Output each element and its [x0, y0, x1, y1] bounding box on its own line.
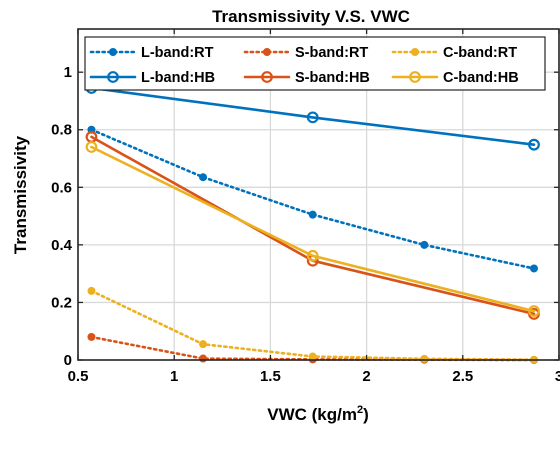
- x-tick-label: 3: [555, 368, 560, 385]
- legend: L-band:RT S-band:RT C-band:RT L-band:HB S-ba…: [84, 36, 546, 91]
- legend-marker: [409, 71, 421, 83]
- data-point: [420, 354, 429, 363]
- x-tick-label: 0.5: [68, 368, 89, 385]
- legend-marker: [261, 71, 273, 83]
- plot-area-frame: [77, 28, 560, 361]
- y-tick-label: 0.2: [51, 294, 72, 311]
- x-tick-label: 1.5: [260, 368, 281, 385]
- series-line: [90, 86, 536, 146]
- y-tick-label: 0.4: [51, 237, 73, 254]
- data-point: [199, 340, 208, 349]
- series-line: [90, 145, 536, 313]
- y-tick-label: 0: [64, 352, 72, 369]
- data-point: [308, 210, 317, 219]
- legend-label: C-band:HB: [443, 70, 519, 86]
- x-axis-label-superscript: 2: [357, 404, 363, 416]
- legend-entry: S-band:HB: [243, 70, 370, 86]
- legend-label: C-band:RT: [443, 45, 517, 61]
- legend-label: S-band:RT: [295, 45, 368, 61]
- x-axis-label: VWC (kg/m2): [267, 404, 369, 424]
- chart-title: Transmissivity V.S. VWC: [212, 7, 410, 26]
- axis-ticks: 0.5 1 1.5 2 2.5 3 0 0.2 0.4 0.6 0.8 1: [51, 29, 560, 385]
- legend-label: L-band:RT: [141, 45, 214, 61]
- x-tick-label: 2: [362, 368, 370, 385]
- data-point: [85, 141, 98, 153]
- series-c-band-rt: [87, 286, 538, 364]
- legend-marker: [109, 48, 117, 56]
- data-point: [529, 264, 538, 273]
- series-c-band-hb: [85, 141, 540, 317]
- data-point: [199, 354, 208, 363]
- x-tick-label: 2.5: [452, 368, 473, 385]
- data-point: [199, 173, 208, 182]
- y-tick-label: 1: [64, 64, 72, 81]
- y-tick-label: 0.8: [51, 122, 72, 139]
- data-point: [306, 111, 319, 124]
- legend-entry: S-band:RT: [243, 45, 368, 61]
- y-tick-label: 0.6: [51, 179, 72, 196]
- data-point: [87, 286, 96, 295]
- x-tick-label: 1: [170, 368, 178, 385]
- y-axis-label: Transmissivity: [11, 135, 30, 254]
- legend-box: [84, 36, 546, 91]
- data-point: [528, 138, 540, 151]
- legend-label: L-band:HB: [141, 70, 215, 86]
- legend-marker: [411, 48, 419, 56]
- data-point: [308, 352, 317, 361]
- legend-label: S-band:HB: [295, 70, 370, 86]
- legend-entry: C-band:HB: [391, 70, 519, 86]
- x-axis-label-end: ): [363, 405, 369, 424]
- legend-marker: [107, 71, 119, 83]
- x-axis-label-text: VWC (kg/m: [267, 405, 357, 424]
- data-point: [87, 332, 96, 341]
- data-point: [306, 249, 319, 262]
- legend-entry: L-band:HB: [89, 70, 215, 86]
- data-point: [528, 305, 540, 317]
- legend-entry: C-band:RT: [391, 45, 517, 61]
- legend-entry: L-band:RT: [89, 45, 214, 61]
- legend-marker: [263, 48, 271, 56]
- data-point: [420, 240, 429, 249]
